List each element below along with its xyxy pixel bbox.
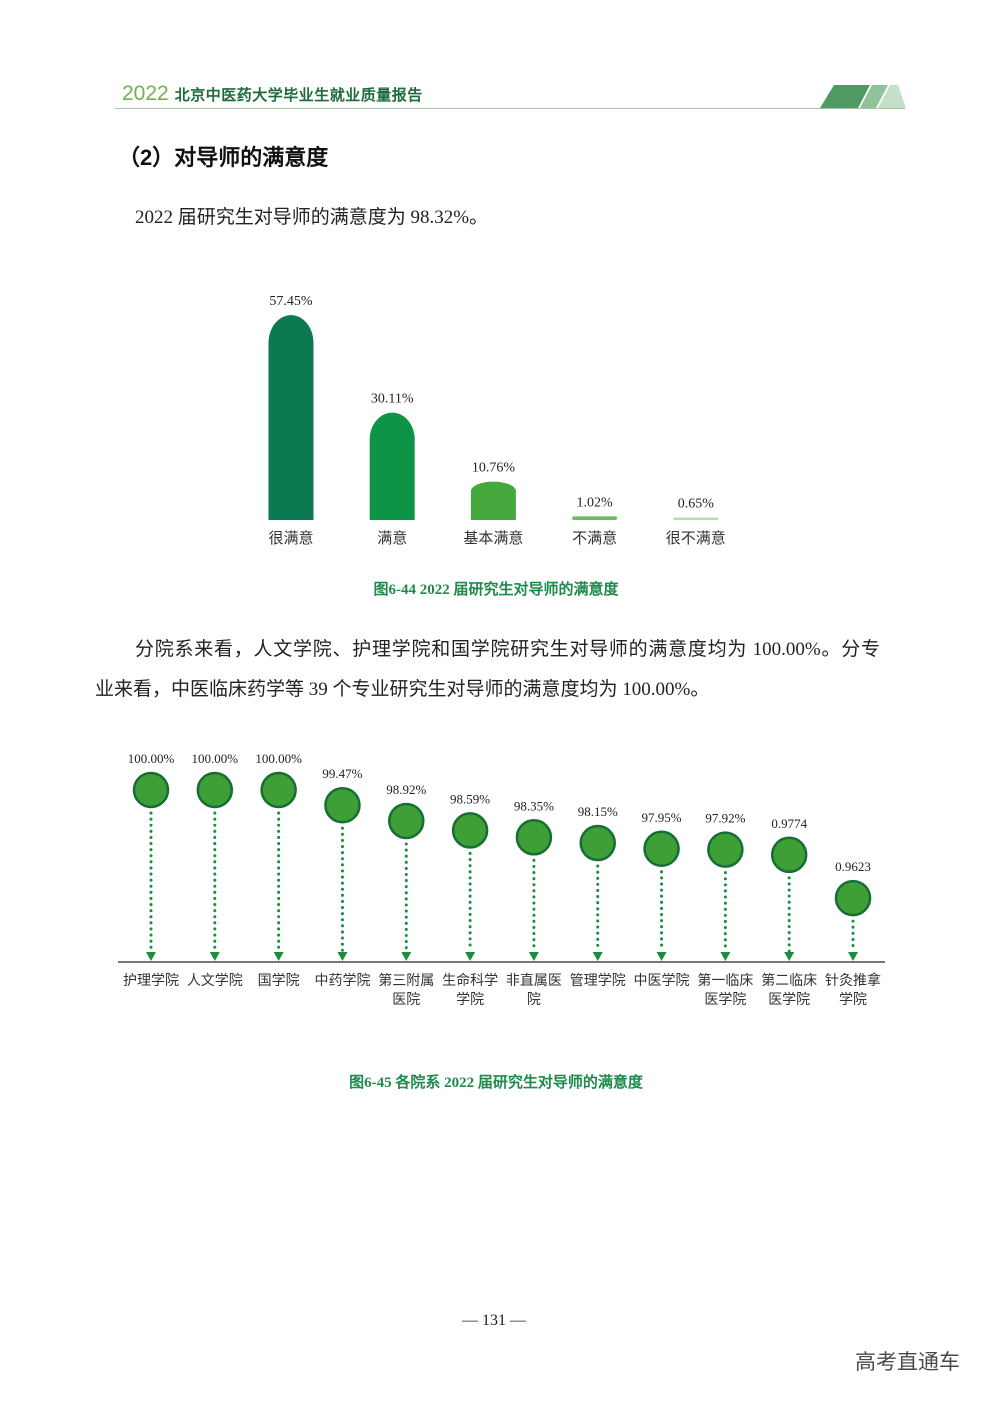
lollipop-dot-2: [196, 771, 234, 809]
figure-caption-2: 图6-45 各院系 2022 届研究生对导师的满意度: [349, 1075, 643, 1091]
bar-1: [268, 315, 314, 520]
header-rule: [115, 108, 905, 109]
bar-category-label-2: 满意: [377, 529, 407, 547]
lollipop-value-label-10: 97.92%: [705, 811, 745, 826]
bar-value-label-1: 57.45%: [269, 294, 313, 309]
college-satisfaction-lollipop-chart: 100.00% 100.00% 100.00% 99.47% 98.92% 98.59% 9…: [118, 751, 885, 963]
college-label-7: 非直属医院: [505, 974, 562, 1008]
header-year: 2022: [122, 82, 169, 105]
lollipop-value-label-6: 98.59%: [450, 791, 490, 806]
bar-value-label-4: 1.02%: [577, 495, 614, 510]
lollipop-value-label-2: 100.00%: [192, 751, 239, 766]
bar-category-label-3: 基本满意: [463, 529, 523, 547]
header-stripe-dark: [820, 85, 870, 108]
figure-caption-1: 图6-44 2022 届研究生对导师的满意度: [373, 582, 619, 598]
college-label-9: 中医学院: [633, 974, 690, 989]
bar-category-label-5: 很不满意: [666, 529, 726, 547]
supervisor-satisfaction-bar-chart: 57.45% 很满意 30.11% 满意 10.76% 基本满意 1.02% 不满意 0.65%…: [268, 294, 726, 547]
lollipop-arrow-9: [656, 952, 667, 961]
college-labels: 护理学院 人文学院 国学院 中药学院 第三附属医院 生命科学学院 非直属医院 管理学院 中医学院…: [110, 972, 900, 1017]
lollipop-dot-1: [132, 771, 170, 809]
bar-value-label-2: 30.11%: [371, 392, 414, 407]
lollipop-arrow-6: [465, 952, 476, 961]
lollipop-dot-5: [388, 802, 425, 840]
section-heading: （2）对导师的满意度: [118, 145, 329, 170]
lollipop-dot-7: [515, 819, 553, 856]
paragraph-line-2: 业来看，中医临床药学等 39 个专业研究生对导师的满意度均为 100.00%。: [95, 679, 710, 700]
lollipop-arrow-1: [146, 952, 156, 961]
header-title: 北京中医药大学毕业生就业质量报告: [174, 87, 423, 104]
lollipop-dot-12: [834, 879, 872, 917]
lollipop-dot-9: [643, 830, 680, 868]
lollipop-dot-4: [324, 786, 361, 824]
college-label-10: 第一临床医学院: [697, 974, 754, 1008]
college-label-5: 第三附属医院: [378, 974, 435, 1008]
bar-3: [470, 481, 516, 520]
lollipop-value-label-8: 98.15%: [578, 804, 618, 819]
lollipop-value-label-1: 100.00%: [128, 751, 175, 766]
college-label-6: 生命科学学院: [442, 974, 499, 1008]
lollipop-value-label-9: 97.95%: [642, 810, 682, 825]
lollipop-dot-10: [707, 831, 744, 868]
intro-text: 2022 届研究生对导师的满意度为 98.32%。: [135, 207, 489, 228]
college-label-12: 针灸推拿学院: [825, 974, 882, 1008]
watermark: 高考直通车: [855, 1351, 960, 1374]
college-label-11: 第二临床医学院: [761, 974, 818, 1008]
lollipop-arrow-4: [337, 952, 348, 961]
college-label-1: 护理学院: [123, 974, 179, 989]
lollipop-dot-3: [260, 771, 297, 809]
header-stripe-medium: [860, 85, 888, 108]
lollipop-arrow-5: [401, 952, 412, 961]
header-stripe-light: [878, 85, 906, 108]
page-number: — 131 —: [462, 1312, 526, 1329]
header-decoration: [820, 85, 906, 108]
bar-category-label-1: 很满意: [268, 529, 313, 547]
college-label-8: 管理学院: [569, 974, 626, 989]
lollipop-arrow-8: [592, 952, 603, 961]
college-label-4: 中药学院: [314, 974, 371, 989]
lollipop-arrow-11: [784, 952, 795, 961]
lollipop-value-label-4: 99.47%: [322, 766, 362, 781]
lollipop-arrow-2: [209, 952, 220, 961]
paragraph-line-1: 分院系来看，人文学院、护理学院和国学院研究生对导师的满意度均为 100.00%。…: [135, 639, 880, 660]
lollipop-arrow-12: [848, 952, 859, 961]
lollipop-dot-11: [770, 836, 808, 874]
lollipop-dot-8: [579, 824, 616, 862]
college-label-2: 人文学院: [186, 974, 243, 989]
running-header: 2022 北京中医药大学毕业生就业质量报告: [122, 82, 423, 108]
lollipop-arrow-10: [720, 952, 731, 961]
bar-value-label-3: 10.76%: [472, 461, 516, 476]
bar-category-label-4: 不满意: [572, 529, 617, 547]
lollipop-value-label-11: 0.9774: [771, 816, 807, 831]
bar-2: [369, 412, 415, 520]
lollipop-arrow-3: [273, 952, 284, 961]
lollipop-arrow-7: [528, 952, 539, 961]
lollipop-value-label-3: 100.00%: [255, 751, 302, 766]
lollipop-value-label-5: 98.92%: [386, 782, 426, 797]
bar-4: [572, 516, 618, 520]
lollipop-value-label-7: 98.35%: [514, 798, 554, 813]
lollipop-value-label-12: 0.9623: [835, 859, 871, 874]
lollipop-dot-6: [451, 812, 489, 849]
college-label-3: 国学院: [257, 974, 300, 989]
bar-5: [673, 517, 719, 520]
bar-value-label-5: 0.65%: [678, 497, 715, 512]
